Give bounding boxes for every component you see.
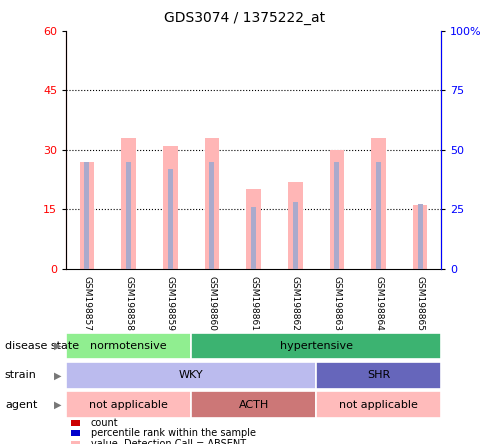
Bar: [84, 162, 90, 269]
Text: hypertensive: hypertensive: [280, 341, 352, 351]
Text: SHR: SHR: [367, 370, 390, 381]
Bar: [209, 162, 215, 269]
Text: normotensive: normotensive: [90, 341, 167, 351]
Bar: [417, 205, 423, 269]
Text: agent: agent: [5, 400, 37, 410]
Bar: [293, 202, 298, 269]
Bar: [168, 169, 173, 269]
Bar: [316, 392, 441, 418]
Bar: [191, 333, 441, 359]
Bar: [163, 146, 177, 269]
Bar: [413, 205, 427, 269]
Text: GSM198865: GSM198865: [416, 276, 425, 331]
Text: GSM198863: GSM198863: [332, 276, 342, 331]
Text: GSM198858: GSM198858: [124, 276, 133, 331]
Text: GSM198857: GSM198857: [82, 276, 92, 331]
Bar: [126, 162, 131, 269]
Bar: [334, 162, 340, 269]
Text: GSM198859: GSM198859: [166, 276, 175, 331]
Text: GSM198864: GSM198864: [374, 276, 383, 330]
Text: count: count: [91, 418, 118, 428]
Text: not applicable: not applicable: [89, 400, 168, 410]
Text: not applicable: not applicable: [339, 400, 418, 410]
Bar: [371, 138, 386, 269]
Text: GSM198861: GSM198861: [249, 276, 258, 331]
Text: ▶: ▶: [54, 400, 62, 410]
Text: ▶: ▶: [54, 370, 62, 381]
Text: GDS3074 / 1375222_at: GDS3074 / 1375222_at: [165, 11, 325, 25]
Bar: [316, 362, 441, 388]
Bar: [251, 207, 256, 269]
Bar: [122, 138, 136, 269]
Text: ACTH: ACTH: [239, 400, 269, 410]
Bar: [330, 150, 344, 269]
Bar: [66, 362, 316, 388]
Text: strain: strain: [5, 370, 37, 381]
Bar: [80, 162, 94, 269]
Text: ▶: ▶: [54, 341, 62, 351]
Bar: [66, 392, 191, 418]
Bar: [246, 190, 261, 269]
Text: GSM198862: GSM198862: [291, 276, 300, 330]
Bar: [376, 162, 381, 269]
Bar: [191, 392, 316, 418]
Text: disease state: disease state: [5, 341, 79, 351]
Text: GSM198860: GSM198860: [207, 276, 217, 331]
Text: value, Detection Call = ABSENT: value, Detection Call = ABSENT: [91, 439, 246, 444]
Bar: [66, 333, 191, 359]
Bar: [288, 182, 302, 269]
Text: WKY: WKY: [179, 370, 203, 381]
Text: percentile rank within the sample: percentile rank within the sample: [91, 428, 256, 438]
Bar: [205, 138, 219, 269]
